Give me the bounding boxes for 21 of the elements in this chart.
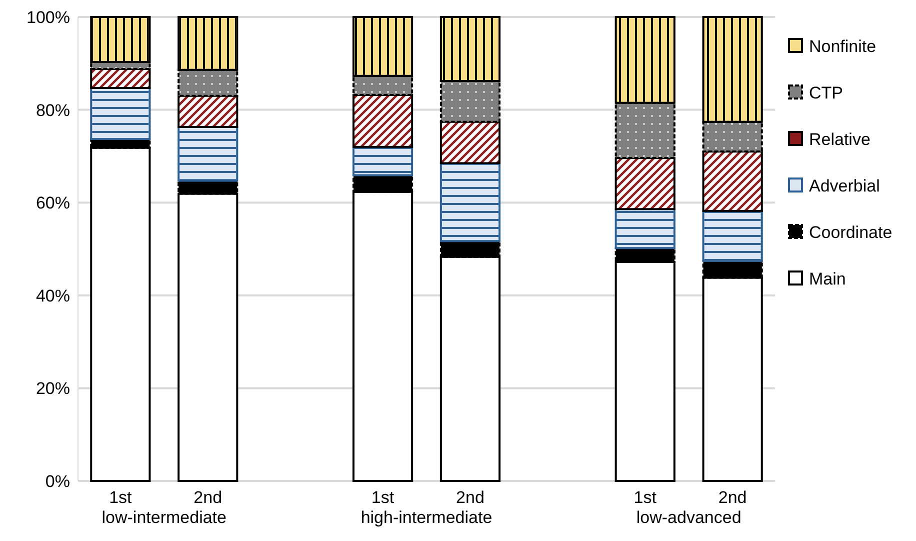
x-tick-label: 2nd: [456, 488, 484, 507]
x-tick-label: 2nd: [194, 488, 222, 507]
legend-label: Main: [809, 269, 846, 288]
legend-label: Coordinate: [809, 222, 892, 242]
y-tick-label: 80%: [36, 100, 70, 120]
y-tick-label: 100%: [26, 8, 70, 27]
y-tick-label: 40%: [36, 286, 70, 306]
y-tick-label: 20%: [36, 379, 70, 398]
x-tick-label: 1st: [634, 488, 657, 507]
legend-label: CTP: [809, 83, 843, 102]
x-tick-label: 2nd: [718, 488, 747, 507]
text: high-intermediate: [360, 508, 492, 527]
y-tick-label: 0%: [45, 472, 70, 491]
text: low-advanced: [636, 508, 742, 527]
y-tick-label: 60%: [36, 194, 70, 213]
legend-label: Adverbial: [809, 176, 880, 196]
x-tick-label: 1st: [371, 488, 394, 507]
text: low-intermediate: [102, 508, 227, 527]
legend-label: Nonfinite: [809, 36, 876, 56]
x-tick-label: 1st: [109, 488, 132, 507]
legend-label: Relative: [809, 130, 870, 149]
